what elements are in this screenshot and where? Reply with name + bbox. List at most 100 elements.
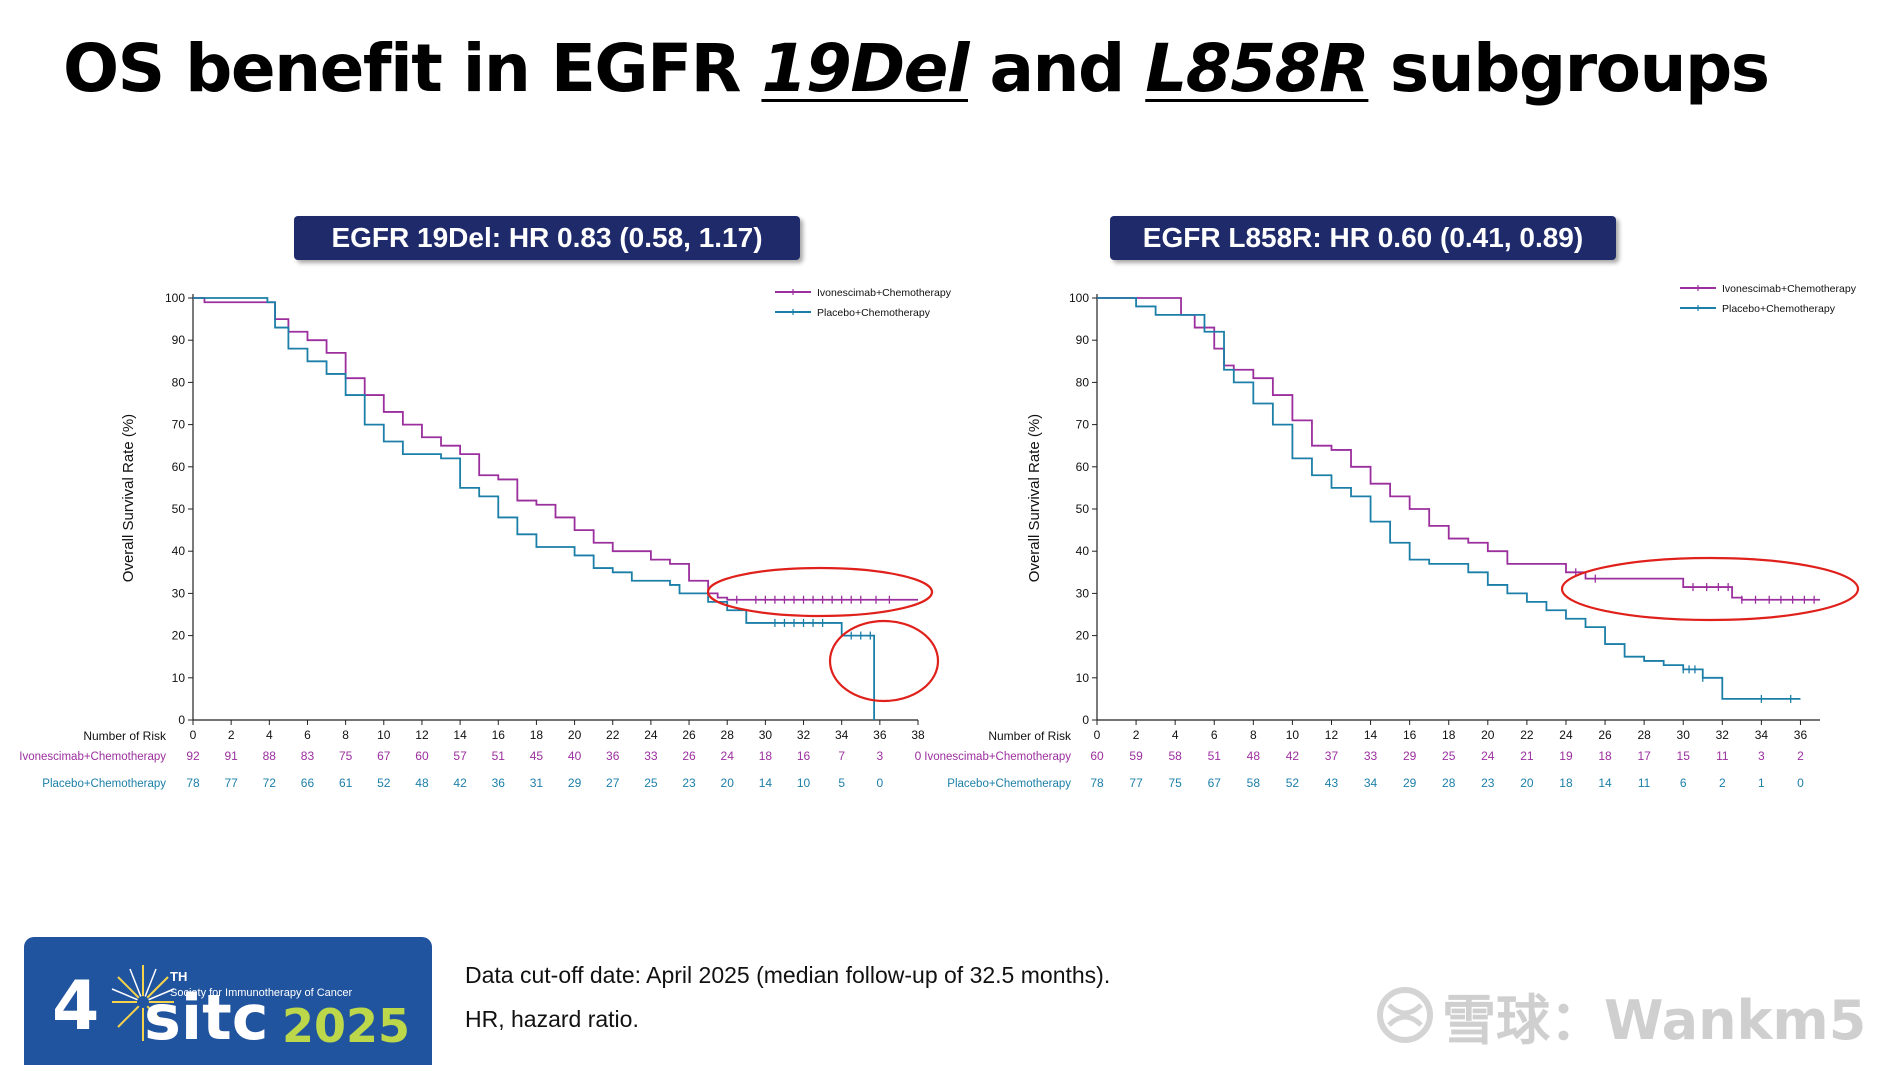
risk-count: 83 (301, 749, 315, 763)
risk-count: 29 (1403, 776, 1417, 790)
risk-count: 0 (915, 749, 922, 763)
risk-count: 77 (224, 776, 238, 790)
risk-count: 14 (1598, 776, 1612, 790)
highlight-ellipse (706, 566, 934, 618)
title-subgroup-19del: 19Del (761, 30, 969, 107)
risk-count: 67 (377, 749, 391, 763)
risk-count: 14 (759, 776, 773, 790)
risk-count: 0 (1797, 776, 1804, 790)
risk-count: 20 (1520, 776, 1534, 790)
x-tick-label: 2 (1133, 728, 1140, 742)
risk-count: 15 (1677, 749, 1691, 763)
risk-count: 33 (644, 749, 658, 763)
risk-count: 57 (453, 749, 467, 763)
x-tick-label: 36 (1794, 728, 1808, 742)
watermark-text: 雪球：Wankm5 (1442, 976, 1866, 1055)
x-tick-label: 26 (682, 728, 696, 742)
x-tick-label: 36 (873, 728, 887, 742)
risk-count: 78 (186, 776, 200, 790)
risk-table-title: Number of Risk (83, 729, 167, 743)
x-tick-label: 32 (797, 728, 811, 742)
km-curve-series-1 (193, 297, 876, 720)
y-tick-label: 20 (172, 629, 186, 643)
x-tick-label: 10 (377, 728, 391, 742)
legend-label: Placebo+Chemotherapy (817, 307, 931, 319)
x-tick-label: 6 (1211, 728, 1218, 742)
risk-count: 75 (1168, 776, 1182, 790)
y-tick-label: 100 (1069, 291, 1089, 305)
x-tick-label: 22 (1520, 728, 1534, 742)
risk-count: 58 (1247, 776, 1261, 790)
x-tick-label: 20 (568, 728, 582, 742)
risk-count: 40 (568, 749, 582, 763)
x-tick-label: 16 (1403, 728, 1417, 742)
risk-count: 42 (1286, 749, 1300, 763)
hr-label-19del: EGFR 19Del: HR 0.83 (0.58, 1.17) (294, 216, 800, 260)
x-tick-label: 18 (530, 728, 544, 742)
risk-count: 23 (1481, 776, 1495, 790)
x-tick-label: 6 (304, 728, 311, 742)
watermark-label: 雪球：Wankm5 (1442, 989, 1867, 1052)
risk-count: 66 (301, 776, 315, 790)
risk-count: 72 (263, 776, 277, 790)
risk-count: 48 (415, 776, 429, 790)
risk-row-label: Placebo+Chemotherapy (947, 778, 1071, 790)
x-tick-label: 12 (1325, 728, 1339, 742)
y-tick-label: 10 (172, 671, 186, 685)
y-tick-label: 40 (1076, 544, 1090, 558)
risk-count: 37 (1325, 749, 1339, 763)
risk-count: 48 (1247, 749, 1261, 763)
risk-count: 27 (606, 776, 620, 790)
risk-count: 67 (1208, 776, 1222, 790)
y-tick-label: 100 (165, 291, 185, 305)
x-tick-label: 32 (1716, 728, 1730, 742)
y-tick-label: 90 (1076, 333, 1090, 347)
x-tick-label: 28 (1637, 728, 1651, 742)
risk-count: 92 (186, 749, 200, 763)
risk-count: 60 (1090, 749, 1104, 763)
x-tick-label: 12 (415, 728, 429, 742)
y-axis-label: Overall Survival Rate (%) (120, 414, 137, 582)
title-subgroup-l858r: L858R (1145, 30, 1370, 107)
risk-count: 18 (1559, 776, 1573, 790)
y-tick-label: 40 (172, 544, 186, 558)
x-tick-label: 26 (1598, 728, 1612, 742)
risk-count: 10 (797, 776, 811, 790)
risk-row-label: Ivonescimab+Chemotherapy (924, 751, 1071, 763)
risk-count: 77 (1129, 776, 1143, 790)
risk-count: 5 (838, 776, 845, 790)
risk-count: 0 (876, 776, 883, 790)
y-tick-label: 0 (178, 713, 185, 727)
risk-count: 21 (1520, 749, 1534, 763)
y-tick-label: 10 (1076, 671, 1090, 685)
sitc-logo: 4 TH Society for Immunotherapy of Cancer… (24, 937, 432, 1065)
snowball-watermark-icon (1377, 987, 1433, 1043)
risk-count: 88 (263, 749, 277, 763)
title-text-1: OS benefit in EGFR (63, 30, 762, 107)
x-tick-label: 4 (1172, 728, 1179, 742)
risk-count: 36 (492, 776, 506, 790)
x-tick-label: 14 (453, 728, 467, 742)
risk-count: 28 (1442, 776, 1456, 790)
title-text-3: subgroups (1368, 30, 1770, 107)
risk-count: 60 (415, 749, 429, 763)
risk-count: 52 (1286, 776, 1300, 790)
y-tick-label: 30 (1076, 586, 1090, 600)
y-tick-label: 60 (172, 460, 186, 474)
y-tick-label: 80 (172, 375, 186, 389)
risk-count: 52 (377, 776, 391, 790)
footnote-hr: HR, hazard ratio. (465, 1006, 639, 1032)
risk-count: 29 (1403, 749, 1417, 763)
risk-count: 58 (1168, 749, 1182, 763)
x-tick-label: 24 (644, 728, 658, 742)
risk-count: 78 (1090, 776, 1104, 790)
y-tick-label: 90 (172, 333, 186, 347)
y-tick-label: 50 (172, 502, 186, 516)
y-tick-label: 20 (1076, 629, 1090, 643)
legend-label: Placebo+Chemotherapy (1722, 303, 1836, 315)
km-curve-series-0 (193, 297, 918, 601)
risk-count: 34 (1364, 776, 1378, 790)
highlight-ellipse (1560, 556, 1860, 622)
risk-count: 36 (606, 749, 620, 763)
